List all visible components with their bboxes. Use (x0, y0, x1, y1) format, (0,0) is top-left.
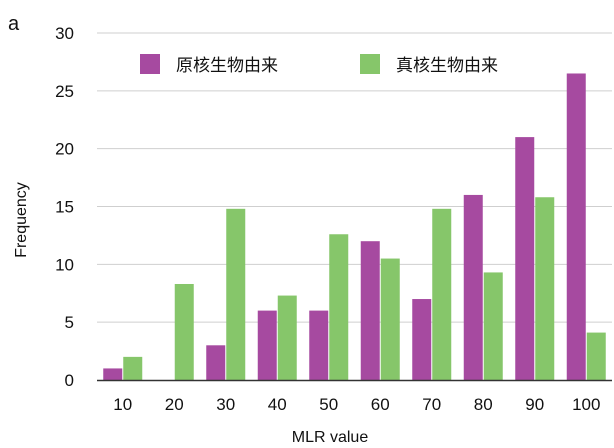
bar-series-2 (432, 208, 452, 380)
x-tick-label: 80 (474, 395, 493, 414)
bar-series-1 (566, 73, 586, 380)
bar-series-2 (586, 332, 606, 380)
bar-series-2 (329, 234, 349, 380)
x-tick-label: 70 (422, 395, 441, 414)
x-tick-label: 40 (268, 395, 287, 414)
x-axis-ticks: 10 20 30 40 50 60 70 80 90 100 (113, 395, 600, 414)
x-axis-title: MLR value (292, 429, 369, 446)
bar-series-1 (515, 137, 535, 380)
x-tick-label: 100 (572, 395, 600, 414)
bar-series-2 (277, 295, 297, 380)
bar-series-1 (103, 368, 123, 380)
bars (103, 73, 606, 380)
bar-series-1 (463, 194, 483, 380)
y-tick-label: 30 (55, 24, 74, 43)
bar-series-1 (412, 299, 432, 380)
x-tick-label: 50 (319, 395, 338, 414)
bar-series-2 (535, 197, 555, 380)
y-tick-label: 0 (65, 371, 74, 390)
legend: 原核生物由来 真核生物由来 (140, 54, 498, 76)
y-tick-label: 15 (55, 198, 74, 217)
bar-series-1 (360, 241, 380, 380)
y-tick-label: 10 (55, 255, 74, 274)
legend-swatch (140, 54, 160, 74)
bar-series-1 (257, 310, 277, 380)
bar-series-2 (483, 272, 503, 380)
x-tick-label: 10 (113, 395, 132, 414)
x-tick-label: 60 (371, 395, 390, 414)
gridlines (97, 32, 612, 323)
legend-swatch (360, 54, 380, 74)
y-axis-title: Frequency (13, 182, 30, 258)
x-tick-label: 90 (525, 395, 544, 414)
panel-label: a (8, 13, 20, 35)
bar-series-2 (380, 258, 400, 380)
x-tick-label: 30 (216, 395, 235, 414)
y-tick-label: 25 (55, 82, 74, 101)
bar-series-2 (123, 356, 143, 380)
bar-series-1 (309, 310, 329, 380)
legend-label: 真核生物由来 (396, 56, 498, 76)
y-axis-ticks: 0 5 10 15 20 25 30 (55, 24, 74, 390)
y-tick-label: 20 (55, 140, 74, 159)
bar-series-1 (206, 345, 226, 380)
bar-series-2 (174, 283, 194, 380)
y-tick-label: 5 (65, 313, 74, 332)
bar-series-2 (226, 208, 246, 380)
legend-label: 原核生物由来 (176, 56, 278, 76)
x-tick-label: 20 (165, 395, 184, 414)
